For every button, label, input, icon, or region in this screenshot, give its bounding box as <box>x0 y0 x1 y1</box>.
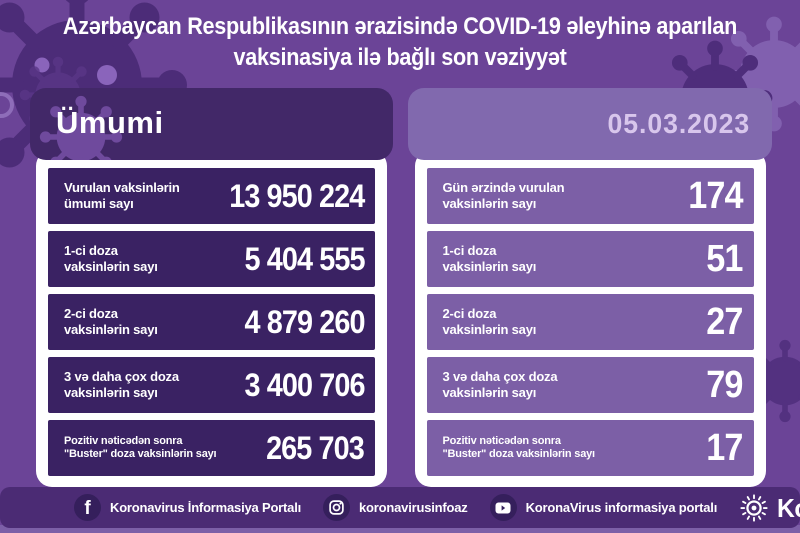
virus-sun-icon <box>740 493 768 522</box>
instagram-label: koronavirusinfoaz <box>359 500 468 515</box>
stat-value: 174 <box>688 174 743 217</box>
totals-card-title: Ümumi <box>56 105 164 140</box>
footer: f Koronavirus İnformasiya Portalı korona… <box>0 487 800 528</box>
youtube-link[interactable]: KoronaVirus informasiya portalı <box>489 494 718 521</box>
stat-row-booster-total: Pozitiv nəticədən sonra "Buster" doza va… <box>48 420 375 476</box>
stat-label: Gün ərzində vurulan vaksinlərin sayı <box>442 180 565 211</box>
daily-card-header: 05.03.2023 <box>408 88 772 160</box>
stat-value: 79 <box>706 363 743 406</box>
stat-label: 1-ci doza vaksinlərin sayı <box>442 243 537 274</box>
stat-row-second-dose-daily: 2-ci doza vaksinlərin sayı 27 <box>426 294 754 350</box>
instagram-icon <box>323 494 351 521</box>
page-title-line2: vaksinasiya ilə bağlı son vəziyyət <box>233 44 567 71</box>
daily-panel: Gün ərzində vurulan vaksinlərin sayı 174… <box>414 150 766 487</box>
stat-row-total-vaccines: Vurulan vaksinlərin ümumi sayı 13 950 22… <box>48 168 375 224</box>
youtube-icon <box>489 494 517 521</box>
stat-value: 3 400 706 <box>244 366 365 403</box>
stat-label: 2-ci doza vaksinlərin sayı <box>442 306 537 337</box>
page-title-line1: Azərbaycan Respublikasının ərazisində CO… <box>62 13 738 40</box>
instagram-link[interactable]: koronavirusinfoaz <box>323 494 468 521</box>
koronavirus-info-logo[interactable]: KoronaVirus info <box>739 493 800 523</box>
stat-row-third-dose-total: 3 və daha çox doza vaksinlərin sayı 3 40… <box>48 357 375 413</box>
totals-card: Ümumi Vurulan vaksinlərin ümumi sayı 13 … <box>30 88 393 487</box>
stat-value: 17 <box>706 426 743 469</box>
totals-panel: Vurulan vaksinlərin ümumi sayı 13 950 22… <box>36 150 387 487</box>
logo-text: KoronaVirus <box>777 492 800 523</box>
page-title: Azərbaycan Respublikasının ərazisində CO… <box>0 11 800 73</box>
stat-value: 4 879 260 <box>244 303 365 340</box>
stat-label: 3 və daha çox doza vaksinlərin sayı <box>64 369 179 400</box>
facebook-label: Koronavirus İnformasiya Portalı <box>110 500 302 515</box>
stat-row-daily-vaccines: Gün ərzində vurulan vaksinlərin sayı 174 <box>426 168 754 224</box>
stat-label: 1-ci doza vaksinlərin sayı <box>64 243 158 274</box>
facebook-link[interactable]: f Koronavirus İnformasiya Portalı <box>74 494 301 521</box>
stat-label: 2-ci doza vaksinlərin sayı <box>64 306 158 337</box>
stat-row-booster-daily: Pozitiv nəticədən sonra "Buster" doza va… <box>426 420 754 476</box>
stat-label: Vurulan vaksinlərin ümumi sayı <box>64 180 180 211</box>
stat-row-third-dose-daily: 3 və daha çox doza vaksinlərin sayı 79 <box>426 357 754 413</box>
totals-card-header: Ümumi <box>30 88 393 160</box>
stat-row-first-dose-total: 1-ci doza vaksinlərin sayı 5 404 555 <box>48 231 375 287</box>
stat-value: 51 <box>706 237 743 280</box>
stat-label: Pozitiv nəticədən sonra "Buster" doza va… <box>64 434 217 460</box>
ring-decoration <box>0 92 14 118</box>
stat-value: 13 950 224 <box>229 177 365 214</box>
facebook-icon: f <box>74 494 101 521</box>
bottom-strip <box>0 525 800 533</box>
daily-card: 05.03.2023 Gün ərzində vurulan vaksinlər… <box>408 88 772 487</box>
youtube-label: KoronaVirus informasiya portalı <box>525 500 718 515</box>
stat-label: Pozitiv nəticədən sonra "Buster" doza va… <box>442 434 596 460</box>
stat-value: 27 <box>706 300 743 343</box>
stat-label: 3 və daha çox doza vaksinlərin sayı <box>442 369 558 400</box>
stat-row-second-dose-total: 2-ci doza vaksinlərin sayı 4 879 260 <box>48 294 375 350</box>
stat-row-first-dose-daily: 1-ci doza vaksinlərin sayı 51 <box>426 231 754 287</box>
stat-value: 265 703 <box>266 429 365 466</box>
report-date: 05.03.2023 <box>607 108 750 139</box>
stat-value: 5 404 555 <box>244 240 365 277</box>
